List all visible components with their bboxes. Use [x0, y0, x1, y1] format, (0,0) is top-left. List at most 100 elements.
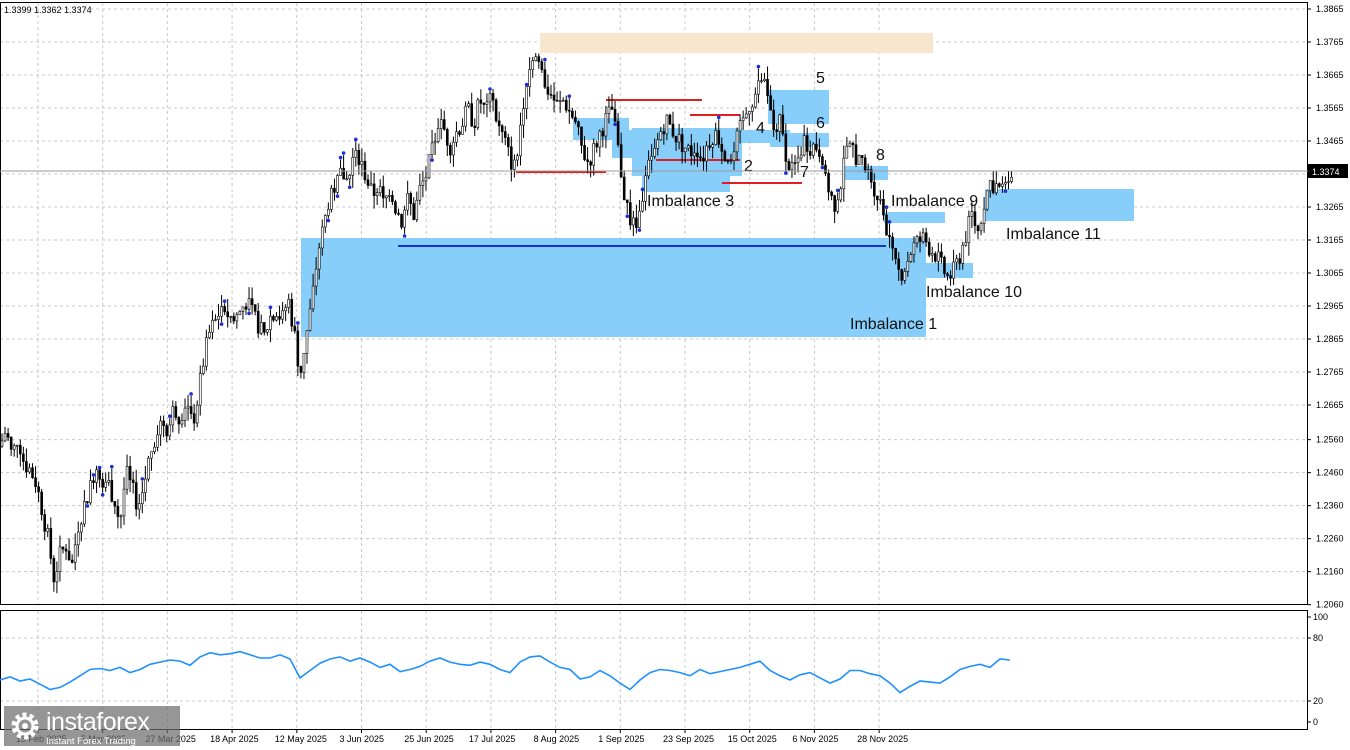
candle-body [1010, 176, 1013, 182]
imbalance-9-zone [884, 212, 945, 223]
candle-body [256, 310, 260, 334]
logo-tagline: Instant Forex Trading [46, 736, 136, 747]
candle-body [333, 187, 336, 193]
fractal-dot [91, 473, 96, 477]
candle-body [400, 214, 403, 228]
candle-body [699, 156, 702, 159]
time-tick-label: 12 May 2025 [275, 734, 327, 744]
candle-body [912, 242, 916, 255]
candle-body [760, 80, 763, 83]
candle-body [811, 143, 815, 156]
candle-body [708, 145, 711, 148]
candle-body [284, 307, 287, 312]
candle-body [427, 154, 431, 179]
candle-body [198, 373, 202, 406]
fractal-dot [296, 321, 300, 325]
candle-body [872, 181, 876, 197]
candle-body [311, 285, 315, 310]
candle-body [711, 144, 714, 148]
candle-body [571, 110, 574, 118]
fractal-dot [430, 158, 434, 162]
candle-body [366, 179, 370, 186]
candle-body [1004, 182, 1007, 185]
candle-body [787, 161, 791, 171]
candle-body [537, 56, 541, 62]
candle-body [424, 177, 428, 182]
candle-body [369, 183, 373, 186]
candle-body [189, 406, 193, 414]
candle-body [513, 159, 516, 170]
candle-body [726, 160, 730, 162]
candle-body [641, 200, 644, 212]
candle-body [302, 353, 306, 373]
fractal-dot [326, 218, 331, 223]
candle-body [531, 60, 535, 70]
candle-body [906, 261, 910, 272]
candle-body [769, 95, 772, 111]
candle-body [323, 215, 327, 228]
candle-body [958, 258, 962, 264]
candle-body [967, 216, 971, 243]
fractal-dot [268, 305, 273, 310]
candle-body [510, 146, 513, 170]
candle-body [921, 232, 925, 242]
candle-body [89, 480, 92, 504]
candle-body [488, 93, 492, 103]
candle-body [308, 308, 312, 331]
candle-body [128, 465, 132, 481]
candle-body [586, 159, 589, 163]
current-price-label: 1.3374 [1312, 167, 1340, 177]
candle-body [744, 113, 748, 119]
candle-body [845, 145, 849, 159]
candle-body [287, 299, 291, 308]
candle-body [644, 175, 647, 202]
candle-body [674, 135, 678, 143]
candle-body [348, 174, 352, 180]
candle-body [952, 261, 955, 279]
candle-body [558, 100, 562, 102]
candle-body [247, 298, 251, 310]
candle-body [153, 446, 156, 453]
gear-logo-icon [11, 712, 39, 740]
candle-body [195, 404, 199, 424]
candle-body [290, 299, 294, 327]
price-tick-label: 1.3465 [1316, 136, 1344, 146]
time-tick-label: 15 Oct 2025 [728, 734, 777, 744]
candle-body [360, 160, 364, 165]
candle-body [339, 167, 342, 176]
fractal-dot [189, 392, 193, 396]
instaforex-logo: instaforex Instant Forex Trading [4, 706, 180, 747]
candle-body [156, 434, 159, 448]
price-tick-label: 1.2260 [1316, 534, 1344, 544]
candle-body [857, 155, 861, 165]
candle-body [540, 61, 544, 71]
candle-body [174, 406, 178, 418]
fractal-dot [835, 188, 840, 193]
candle-body [528, 69, 531, 88]
candle-body [927, 241, 931, 256]
candle-body [918, 236, 922, 242]
fractal-dot [402, 234, 407, 238]
candle-body [101, 478, 104, 488]
candle-body [891, 236, 894, 249]
price-tick-label: 1.3565 [1316, 103, 1344, 113]
candle-body [574, 116, 577, 123]
imbalance-3-label: Imbalance 3 [647, 193, 734, 210]
candle-body [351, 156, 355, 176]
candle-body [668, 114, 672, 125]
candle-body [839, 188, 843, 201]
candle-body [461, 125, 464, 135]
candle-body [9, 436, 13, 450]
candle-body [107, 480, 111, 483]
candle-body [12, 445, 16, 450]
candle-body [516, 155, 519, 161]
candle-body [183, 407, 187, 421]
candle-body [747, 111, 751, 115]
fractal-dot [543, 57, 547, 62]
candle-body [607, 106, 611, 114]
candle-body [113, 501, 117, 507]
candle-body [522, 108, 525, 126]
candle-body [552, 94, 556, 101]
